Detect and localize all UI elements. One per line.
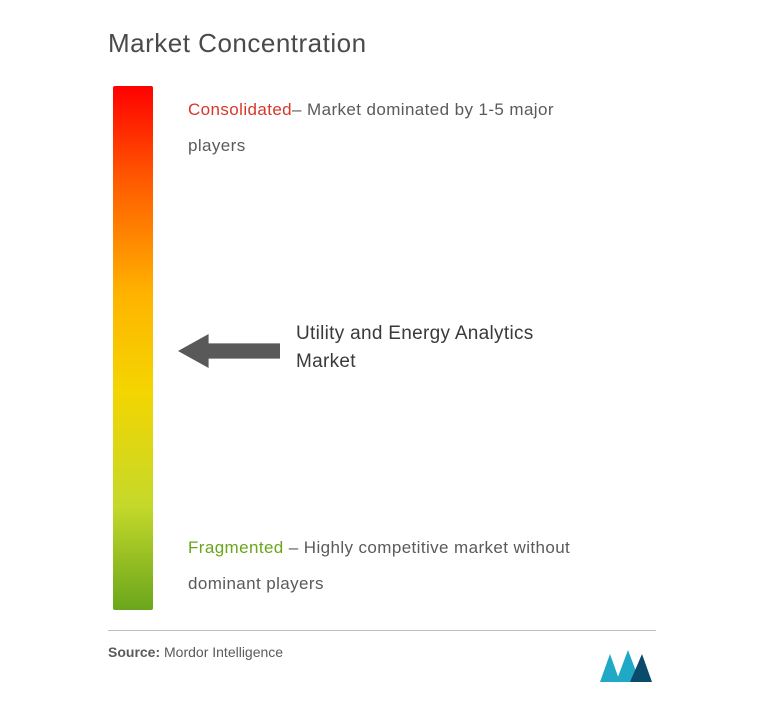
consolidated-term: Consolidated [188, 100, 292, 119]
concentration-gradient-bar [113, 86, 153, 610]
source-label: Source: [108, 644, 160, 660]
source-value: Mordor Intelligence [164, 644, 283, 660]
chart-title: Market Concentration [108, 28, 367, 59]
arrow-left-icon [178, 334, 280, 368]
fragmented-term: Fragmented [188, 538, 284, 557]
market-name-line1: Utility and Energy Analytics [296, 320, 534, 348]
market-name-line2: Market [296, 348, 534, 376]
source-attribution: Source: Mordor Intelligence [108, 644, 283, 660]
brand-logo [598, 644, 654, 691]
market-name-label: Utility and Energy Analytics Market [296, 320, 534, 375]
consolidated-label: Consolidated– Market dominated by 1-5 ma… [188, 92, 608, 163]
indicator-arrow [178, 334, 280, 373]
fragmented-label: Fragmented – Highly competitive market w… [188, 530, 628, 601]
mordor-logo-icon [598, 644, 654, 686]
footer-divider [108, 630, 656, 631]
